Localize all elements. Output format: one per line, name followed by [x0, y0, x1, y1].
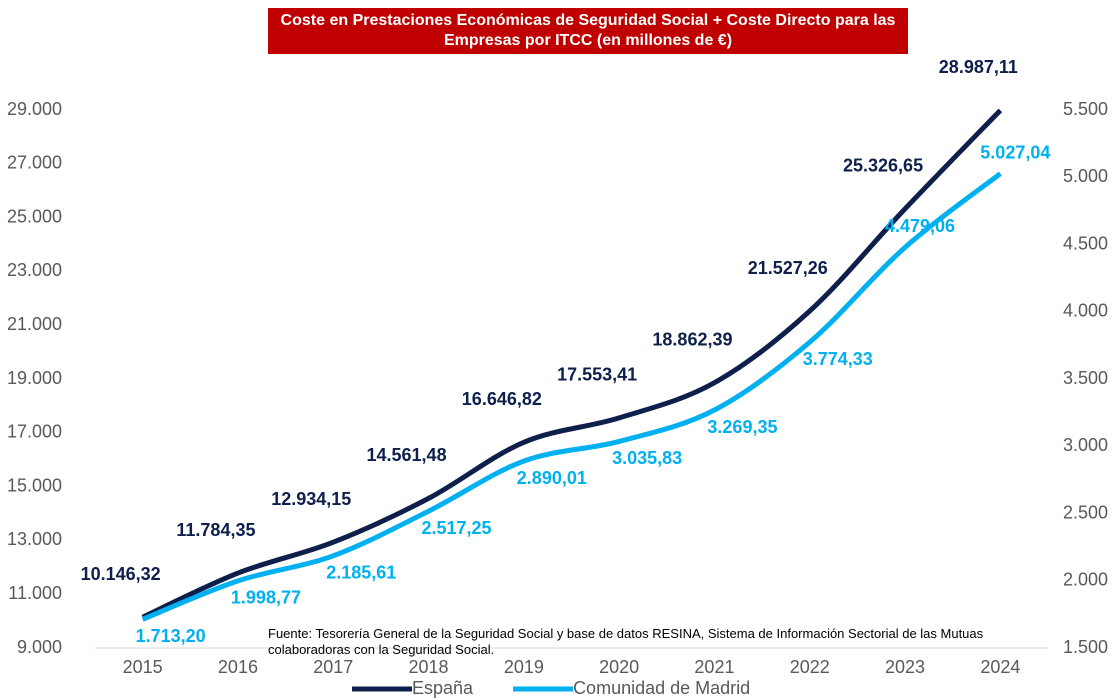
value-label: 17.553,41: [557, 365, 637, 385]
y-tick-label: 15.000: [7, 475, 62, 495]
value-label: 28.987,11: [939, 57, 1018, 77]
y2-tick-label: 5.000: [1063, 166, 1108, 186]
value-label: 3.269,35: [707, 417, 777, 437]
value-label: 2.185,61: [326, 563, 396, 583]
y-tick-label: 25.000: [7, 206, 62, 226]
y2-tick-label: 2.000: [1063, 570, 1108, 590]
value-label: 10.146,32: [81, 564, 161, 584]
x-tick-label: 2024: [980, 657, 1020, 677]
y-tick-label: 27.000: [7, 153, 62, 173]
y-tick-label: 11.000: [8, 583, 62, 603]
legend-label: España: [412, 678, 474, 698]
value-label: 3.035,83: [612, 448, 682, 468]
y-tick-label: 21.000: [7, 314, 62, 334]
value-label: 11.784,35: [176, 520, 255, 540]
source-note: Fuente: Tesorería General de la Segurida…: [268, 626, 984, 657]
value-label: 18.862,39: [652, 329, 732, 349]
y2-tick-label: 4.500: [1063, 233, 1108, 253]
series-line: [141, 108, 1003, 620]
value-label: 3.774,33: [803, 349, 873, 369]
value-label: 4.479,06: [885, 216, 955, 236]
x-tick-label: 2017: [313, 657, 353, 677]
y2-tick-label: 3.500: [1063, 368, 1108, 388]
y2-tick-label: 2.500: [1063, 502, 1108, 522]
value-label: 2.890,01: [517, 468, 587, 488]
legend-label: Comunidad de Madrid: [573, 678, 750, 698]
x-tick-label: 2021: [694, 657, 734, 677]
y2-tick-label: 3.000: [1063, 435, 1108, 455]
value-label: 1.998,77: [231, 588, 301, 608]
x-tick-label: 2015: [123, 657, 163, 677]
value-label: 14.561,48: [367, 445, 447, 465]
value-label: 25.326,65: [843, 156, 923, 176]
y-tick-label: 13.000: [7, 529, 62, 549]
y-tick-label: 17.000: [7, 422, 62, 442]
y-tick-label: 19.000: [7, 368, 62, 388]
value-label: 12.934,15: [271, 489, 351, 509]
value-label: 5.027,04: [980, 142, 1050, 162]
x-tick-label: 2018: [409, 657, 449, 677]
value-label: 21.527,26: [748, 258, 828, 278]
value-label: 16.646,82: [462, 389, 542, 409]
y2-tick-label: 5.500: [1063, 99, 1108, 119]
y2-tick-label: 4.000: [1063, 301, 1108, 321]
x-tick-label: 2019: [504, 657, 544, 677]
series-line: [141, 171, 1002, 622]
chart-title: Coste en Prestaciones Económicas de Segu…: [268, 8, 908, 54]
value-label: 1.713,20: [136, 626, 206, 646]
y2-tick-label: 1.500: [1063, 637, 1108, 657]
y-tick-label: 29.000: [7, 99, 62, 119]
x-tick-label: 2020: [599, 657, 639, 677]
value-label: 2.517,25: [422, 518, 492, 538]
y-tick-label: 9.000: [17, 637, 62, 657]
x-tick-label: 2016: [218, 657, 258, 677]
x-tick-label: 2023: [885, 657, 925, 677]
x-tick-label: 2022: [790, 657, 830, 677]
y-tick-label: 23.000: [7, 260, 62, 280]
